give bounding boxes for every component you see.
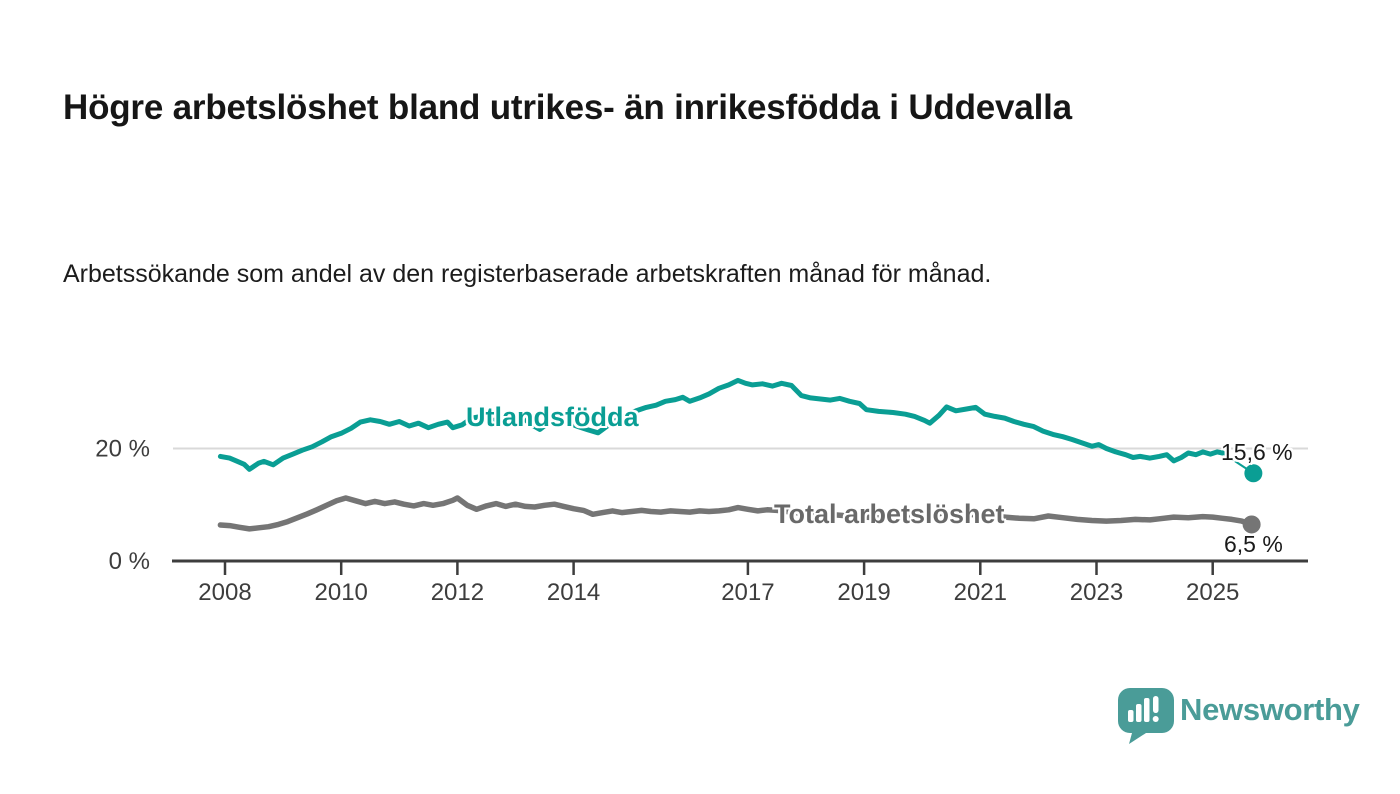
x-axis-tick-label: 2014 bbox=[547, 579, 600, 606]
x-axis-tick-label: 2008 bbox=[198, 579, 251, 606]
exclamation-bar bbox=[1153, 696, 1159, 713]
exclamation-dot bbox=[1152, 716, 1159, 722]
chart-subtitle: Arbetssökande som andel av den registerb… bbox=[63, 260, 992, 288]
series-label-utlandsfodda: Utlandsfödda bbox=[466, 402, 639, 432]
end-value-label-utlandsfodda: 15,6 % bbox=[1221, 439, 1293, 465]
x-axis-tick-label: 2019 bbox=[837, 579, 890, 606]
series-line-0 bbox=[217, 377, 1226, 472]
page-title: Högre arbetslöshet bland utrikes- än inr… bbox=[63, 88, 1072, 128]
series-label-total-arbetsloshet: Total arbetslöshet bbox=[774, 499, 1005, 529]
series-end-dot-1 bbox=[1242, 515, 1261, 534]
newsworthy-logo: Newsworthy bbox=[1116, 686, 1360, 746]
newsworthy-logo-icon bbox=[1118, 688, 1174, 744]
x-axis-tick-label: 2017 bbox=[721, 579, 774, 606]
x-axis-tick-label: 2025 bbox=[1186, 579, 1239, 606]
x-axis-tick-label: 2010 bbox=[315, 579, 368, 606]
series-line-1 bbox=[217, 495, 1255, 532]
end-value-label-total: 6,5 % bbox=[1224, 531, 1283, 557]
bar-chart-glyph bbox=[1128, 696, 1159, 722]
newsworthy-wordmark: Newsworthy bbox=[1180, 692, 1360, 727]
y-axis-tick-label: 20 % bbox=[95, 436, 150, 463]
x-axis-tick-label: 2012 bbox=[431, 579, 484, 606]
series-end-dot-0 bbox=[1244, 464, 1263, 483]
x-axis-tick-label: 2023 bbox=[1070, 579, 1123, 606]
x-axis-tick-label: 2021 bbox=[954, 579, 1007, 606]
y-axis-tick-label: 0 % bbox=[109, 548, 150, 575]
